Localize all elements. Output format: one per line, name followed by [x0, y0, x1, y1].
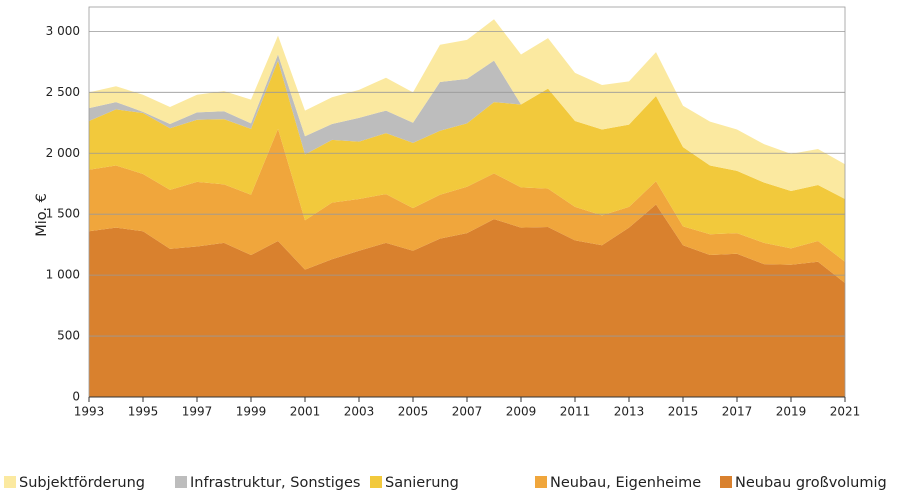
x-tick-label: 2021: [830, 405, 861, 419]
legend-swatch: [370, 476, 382, 488]
legend-swatch: [720, 476, 732, 488]
x-tick-label: 1999: [236, 405, 267, 419]
area: [89, 204, 845, 397]
legend-label: Neubau, Eigenheime: [550, 475, 701, 491]
legend-label: Sanierung: [385, 475, 459, 491]
x-tick-label: 2011: [560, 405, 591, 419]
legend-swatch: [4, 476, 16, 488]
y-tick-label: 500: [57, 329, 80, 343]
x-tick-label: 2007: [452, 405, 483, 419]
area: [89, 60, 845, 262]
x-tick-label: 1997: [182, 405, 213, 419]
y-tick-label: 2 000: [46, 146, 80, 160]
x-tick-label: 2019: [776, 405, 807, 419]
x-tick-label: 2005: [398, 405, 429, 419]
legend-label: Subjektförderung: [19, 475, 145, 491]
y-axis-label: Mio. €: [34, 193, 50, 237]
x-tick-label: 2015: [668, 405, 699, 419]
y-tick-label: 1 000: [46, 268, 80, 282]
y-tick-label: 3 000: [46, 24, 80, 38]
x-tick-label: 1995: [128, 405, 159, 419]
x-tick-label: 1993: [74, 405, 105, 419]
area: [89, 128, 845, 284]
y-tick-label: 1 500: [46, 207, 80, 221]
y-tick-label: 0: [72, 390, 80, 404]
area: [89, 54, 845, 199]
legend-label: Neubau großvolumig: [735, 475, 887, 491]
area: [89, 19, 845, 199]
legend-swatch: [535, 476, 547, 488]
x-tick-label: 2017: [722, 405, 753, 419]
x-tick-label: 2009: [506, 405, 537, 419]
x-tick-label: 2013: [614, 405, 645, 419]
y-tick-label: 2 500: [46, 85, 80, 99]
x-tick-label: 2001: [290, 405, 321, 419]
x-tick-label: 2003: [344, 405, 375, 419]
legend-label: Infrastruktur, Sonstiges: [190, 475, 360, 491]
legend-swatch: [175, 476, 187, 488]
